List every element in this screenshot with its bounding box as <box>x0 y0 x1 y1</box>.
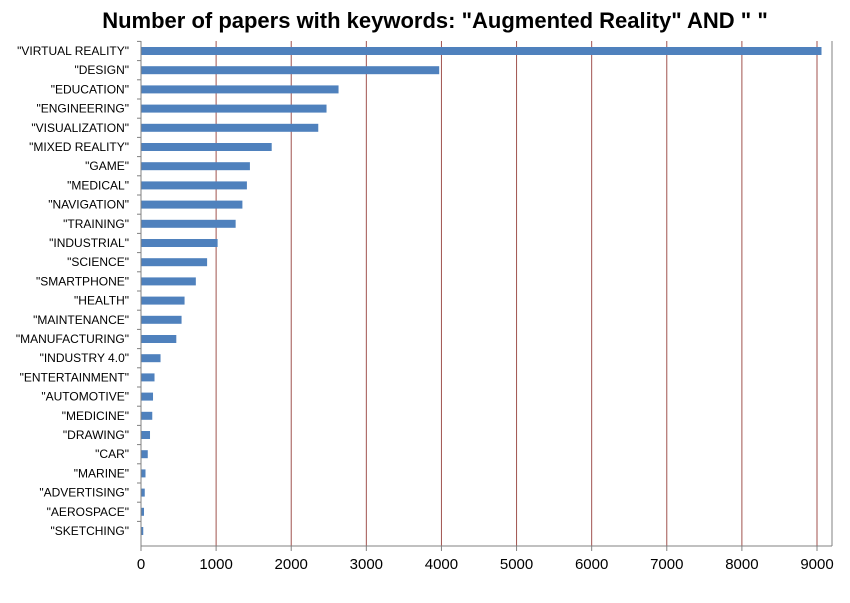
x-tick-label: 8000 <box>725 556 758 573</box>
category-label: "DRAWING" <box>63 428 129 442</box>
bar <box>141 47 822 55</box>
x-tick-label: 6000 <box>575 556 608 573</box>
x-tick-labels: 0 1000 2000 3000 4000 5000 6000 7000 8000 9000 <box>137 556 834 573</box>
category-label: "MARINE" <box>74 466 129 480</box>
bar <box>141 431 151 439</box>
category-label: "MIXED REALITY" <box>29 140 129 154</box>
bar <box>141 200 243 209</box>
category-label: "INDUSTRY 4.0" <box>40 351 129 365</box>
category-label: "DESIGN" <box>74 63 129 77</box>
bar <box>141 239 218 247</box>
bar <box>141 373 155 382</box>
category-label: "ADVERTISING" <box>39 486 129 500</box>
bar <box>141 296 185 305</box>
bars <box>141 47 822 535</box>
category-label: "ENGINEERING" <box>36 102 129 116</box>
bar <box>141 85 339 94</box>
bar <box>141 354 161 363</box>
category-label: "SCIENCE" <box>67 255 129 269</box>
bar <box>141 488 145 497</box>
category-label: "AUTOMOTIVE" <box>41 390 129 404</box>
category-label: "HEALTH" <box>74 294 129 308</box>
bar <box>141 315 182 324</box>
x-tick-label: 9000 <box>800 556 833 573</box>
category-labels: "VIRTUAL REALITY" "DESIGN" "EDUCATION" "ENG… <box>16 44 129 538</box>
bar <box>141 450 148 459</box>
chart-title: Number of papers with keywords: "Augment… <box>102 8 768 33</box>
category-label: "MEDICAL" <box>67 178 129 192</box>
bar <box>141 219 236 228</box>
category-label: "MAINTENANCE" <box>33 313 129 327</box>
bar <box>141 392 154 401</box>
x-tick-label: 7000 <box>650 556 683 573</box>
category-label: "ENTERTAINMENT" <box>20 370 129 384</box>
category-label: "TRAINING" <box>63 217 129 231</box>
gridlines <box>215 41 818 546</box>
bar <box>141 277 196 286</box>
category-label: "SMARTPHONE" <box>36 274 129 288</box>
axes <box>137 40 833 551</box>
x-tick-label: 4000 <box>425 556 458 573</box>
x-tick-label: 3000 <box>350 556 383 573</box>
category-label: "SKETCHING" <box>50 524 129 538</box>
category-label: "MEDICINE" <box>62 409 129 423</box>
bar <box>141 507 145 516</box>
x-tick-label: 2000 <box>275 556 308 573</box>
category-label: "NAVIGATION" <box>48 198 129 212</box>
x-tick-label: 1000 <box>199 556 232 573</box>
bar <box>141 162 250 171</box>
category-label: "EDUCATION" <box>51 82 129 96</box>
category-label: "VIRTUAL REALITY" <box>17 44 129 58</box>
bar <box>141 104 327 113</box>
bar <box>141 123 319 132</box>
bar <box>141 66 440 75</box>
x-tick-label: 0 <box>137 556 145 573</box>
category-label: "VISUALIZATION" <box>31 121 129 135</box>
bar <box>141 411 153 420</box>
category-label: "MANUFACTURING" <box>16 332 129 346</box>
category-label: "CAR" <box>95 447 129 461</box>
bar <box>141 335 177 343</box>
category-label: "AEROSPACE" <box>47 505 129 519</box>
category-label: "GAME" <box>85 159 129 173</box>
bar <box>141 143 272 151</box>
x-tick-label: 5000 <box>500 556 533 573</box>
bar <box>141 258 208 267</box>
bar <box>141 469 146 478</box>
category-label: "INDUSTRIAL" <box>49 236 129 250</box>
bar <box>141 527 144 535</box>
bar <box>141 181 247 190</box>
